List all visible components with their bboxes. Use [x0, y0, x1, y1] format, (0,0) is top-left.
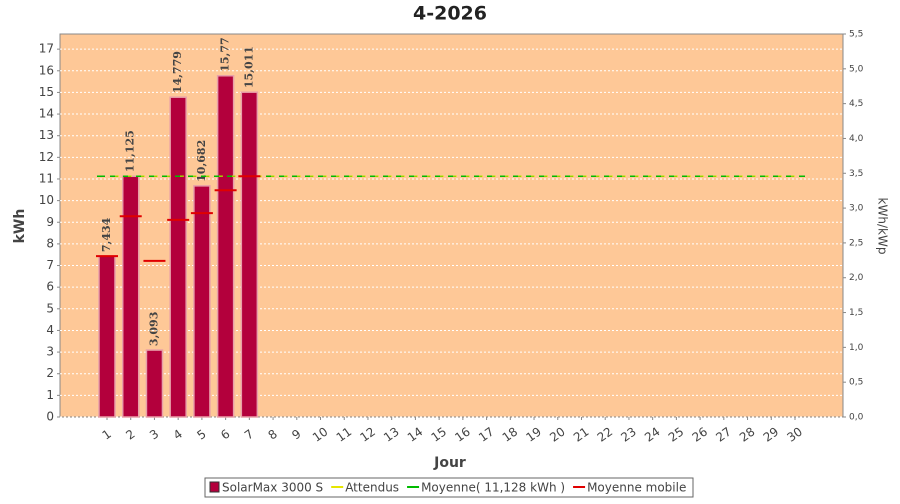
y-tick-label: 11 — [39, 171, 54, 185]
x-tick-label: 5 — [194, 427, 208, 443]
y-tick-label: 6 — [46, 280, 54, 294]
x-tick-label: 7 — [242, 427, 256, 443]
value-label: 15,011 — [242, 46, 255, 88]
y-tick-label: 8 — [46, 236, 54, 250]
bar — [216, 75, 235, 418]
value-label: 3,093 — [147, 312, 160, 346]
y-tick-label: 1 — [46, 388, 54, 402]
legend-label: Moyenne mobile — [587, 481, 686, 495]
x-tick-label: 17 — [476, 424, 497, 444]
y2-tick-label: 5,5 — [849, 30, 863, 40]
y2-tick-label: 3,5 — [849, 169, 863, 179]
y2-tick-label: 4,0 — [849, 134, 864, 144]
x-tick-label: 21 — [571, 424, 592, 444]
x-tick-label: 29 — [761, 424, 782, 444]
y2-tick-label: 1,5 — [849, 308, 863, 318]
chart-title: 4-2026 — [413, 3, 487, 25]
y2-tick-label: 2,5 — [849, 238, 863, 248]
y-tick-label: 9 — [46, 215, 54, 229]
legend-label: Attendus — [345, 481, 399, 495]
x-tick-label: 14 — [405, 424, 426, 444]
legend-swatch — [209, 481, 220, 493]
legend: SolarMax 3000 S Attendus Moyenne( 11,128 k… — [204, 477, 694, 498]
x-tick-label: 3 — [147, 427, 161, 443]
x-tick-label: 8 — [266, 427, 280, 443]
x-tick-label: 24 — [642, 424, 663, 444]
x-tick-label: 1 — [100, 427, 114, 443]
y2-tick-label: 5,0 — [849, 64, 864, 74]
x-tick-label: 2 — [123, 427, 137, 443]
y-tick-label: 17 — [39, 42, 54, 56]
x-tick-label: 18 — [500, 424, 521, 444]
bar — [240, 91, 259, 418]
y-tick-label: 0 — [46, 410, 54, 424]
value-label: 7,434 — [100, 217, 113, 252]
x-tick-label: 30 — [784, 424, 805, 444]
x-tick-label: 28 — [737, 424, 758, 444]
y2-tick-label: 3,0 — [849, 204, 864, 214]
y-tick-label: 15 — [39, 85, 54, 99]
legend-label: SolarMax 3000 S — [222, 481, 323, 495]
x-tick-label: 20 — [547, 424, 568, 444]
x-tick-label: 13 — [381, 424, 402, 444]
y-tick-label: 13 — [39, 128, 54, 142]
x-tick-label: 9 — [289, 427, 303, 443]
y-tick-label: 5 — [46, 301, 54, 315]
bar — [169, 96, 187, 418]
y2-tick-label: 0,0 — [849, 413, 864, 423]
y2-tick-label: 2,0 — [849, 273, 864, 283]
y-tick-label: 12 — [39, 150, 54, 164]
x-tick-label: 22 — [595, 424, 616, 444]
bar — [98, 255, 116, 418]
x-tick-label: 15 — [429, 424, 450, 444]
y-axis-title: kWh — [12, 209, 28, 244]
y-tick-label: 7 — [46, 258, 54, 272]
y-tick-label: 3 — [46, 345, 54, 359]
legend-label: Moyenne( 11,128 kWh ) — [421, 481, 565, 495]
x-tick-label: 26 — [690, 424, 711, 444]
y2-axis-title: kWh/kWp — [876, 198, 890, 255]
y2-tick-label: 0,5 — [849, 378, 863, 388]
y-tick-label: 2 — [46, 366, 54, 380]
y2-tick-label: 4,5 — [849, 99, 863, 109]
bar — [193, 185, 211, 418]
x-tick-label: 11 — [334, 424, 355, 444]
y-tick-label: 4 — [46, 323, 54, 337]
x-tick-label: 23 — [618, 424, 639, 444]
plot-area — [59, 33, 844, 418]
x-tick-label: 12 — [357, 424, 378, 444]
y-tick-label: 16 — [39, 63, 54, 77]
y-tick-label: 10 — [39, 193, 54, 207]
y2-tick-label: 1,0 — [849, 343, 864, 353]
bar — [121, 175, 140, 418]
legend-box — [204, 477, 694, 498]
x-tick-label: 10 — [310, 424, 331, 444]
x-tick-label: 4 — [171, 427, 185, 443]
y-tick-label: 14 — [39, 107, 54, 121]
bar — [145, 349, 164, 418]
value-label: 10,682 — [195, 140, 208, 182]
value-label: 11,125 — [124, 130, 137, 172]
x-tick-label: 27 — [713, 424, 734, 444]
value-label: 15,77 — [219, 37, 232, 71]
x-axis-title: Jour — [433, 455, 466, 471]
x-tick-label: 16 — [452, 424, 473, 444]
x-tick-label: 19 — [523, 424, 544, 444]
value-label: 14,779 — [171, 51, 184, 93]
x-tick-label: 25 — [666, 424, 687, 444]
x-tick-label: 6 — [218, 427, 232, 443]
